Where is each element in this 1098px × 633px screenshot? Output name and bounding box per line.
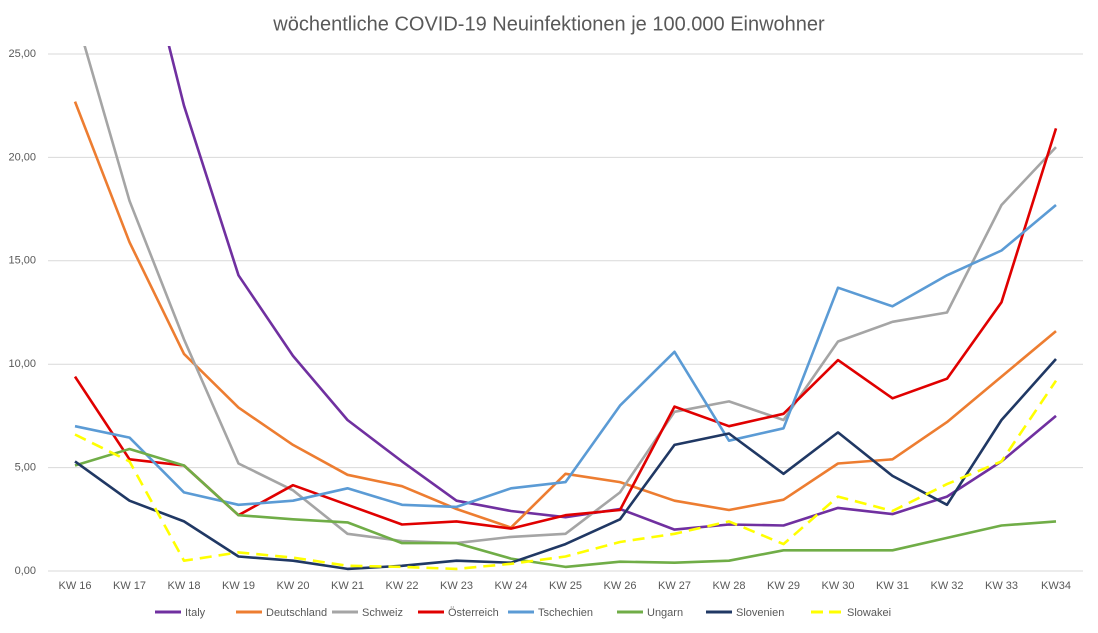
legend-label: Österreich [448,607,499,619]
legend-label: Slowakei [847,607,891,619]
x-tick-label: KW 27 [658,580,691,592]
x-tick-label: KW 24 [494,580,527,592]
series-line [73,101,1057,529]
x-tick-label: KW 22 [385,580,418,592]
x-tick-label: KW 20 [276,580,309,592]
series-line [74,358,1057,571]
legend-label: Deutschland [266,607,327,619]
series-line [74,447,1057,569]
x-tick-label: KW34 [1041,580,1071,592]
legend-label: Slovenien [736,607,784,619]
x-tick-label: KW 17 [113,580,146,592]
y-tick-label: 25,00 [8,48,36,60]
chart-title: wöchentliche COVID-19 Neuinfektionen je … [272,13,825,35]
x-tick-label: KW 26 [603,580,636,592]
x-tick-label: KW 16 [58,580,91,592]
legend-label: Ungarn [647,607,683,619]
x-tick-label: KW 32 [930,580,963,592]
legend-label: Italy [185,607,206,619]
y-tick-label: 10,00 [8,358,36,370]
x-tick-label: KW 30 [821,580,854,592]
x-tick-label: KW 23 [440,580,473,592]
x-tick-label: KW 18 [167,580,200,592]
x-tick-label: KW 29 [767,580,800,592]
y-tick-label: 20,00 [8,151,36,163]
series-line [74,379,1058,571]
series-line [83,46,1057,545]
x-tick-label: KW 31 [876,580,909,592]
series-line [167,46,1057,531]
series-line [73,128,1058,530]
x-tick-label: KW 21 [331,580,364,592]
x-tick-label: KW 28 [712,580,745,592]
legend-label: Schweiz [362,607,403,619]
y-tick-label: 5,00 [15,462,36,474]
y-tick-label: 0,00 [15,565,36,577]
x-tick-label: KW 33 [985,580,1018,592]
x-tick-label: KW 19 [222,580,255,592]
plot-area [73,46,1058,571]
series-line [74,204,1057,509]
legend-label: Tschechien [538,607,593,619]
x-tick-label: KW 25 [549,580,582,592]
y-tick-label: 15,00 [8,255,36,267]
